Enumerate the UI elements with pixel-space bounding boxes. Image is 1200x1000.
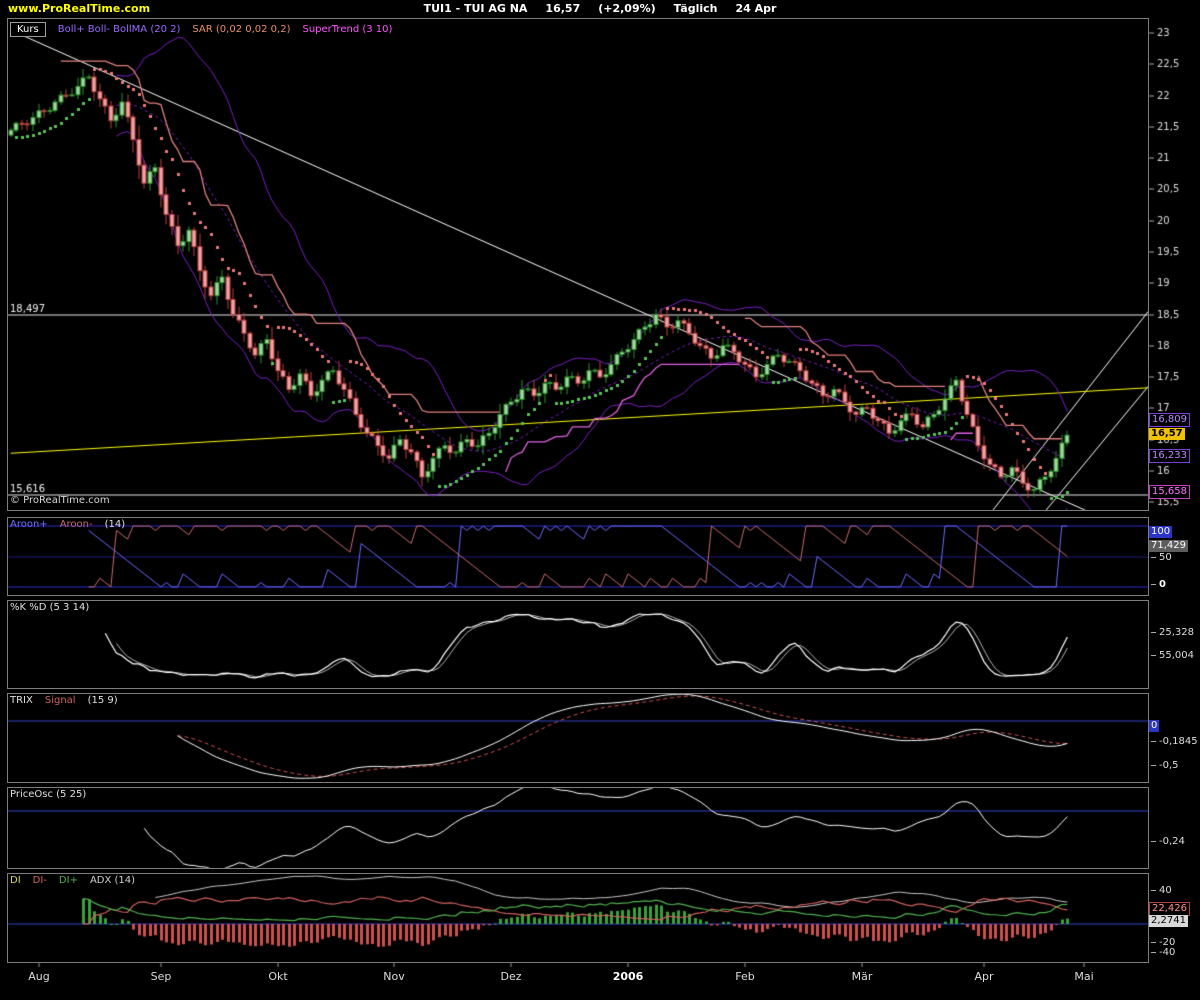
month-label: Aug [28,970,49,983]
prorealtime-chart-window: www.ProRealTime.com TUI1 - TUI AG NA 16,5… [0,0,1200,1000]
axis-tick-label: 25,328 [1149,627,1196,639]
month-label: Sep [151,970,172,983]
month-label: Mär [852,970,873,983]
axis-tick-label: 50 [1149,552,1174,564]
month-label: 2006 [613,970,644,983]
axis-tick-label: -0,24 [1149,836,1187,848]
legend-item[interactable]: (14) [105,519,126,530]
dmi-panel-legend: DI DI- DI+ ADX (14) [10,875,147,886]
axis-tick-label: -0,1845 [1149,736,1200,748]
legend-item[interactable]: %K %D (5 3 14) [10,602,89,613]
priceosc-panel-legend: PriceOsc (5 25) [10,789,98,800]
last-price: 16,57 [545,2,580,15]
axis-tick-label: -0,5 [1149,760,1181,772]
legend-item[interactable]: (15 9) [88,695,118,706]
symbol-name: TUI1 - TUI AG NA [424,2,528,15]
month-label: Feb [735,970,754,983]
axis-value-badge: 0 [1149,720,1159,732]
legend-item[interactable]: DI+ [59,875,78,886]
legend-item[interactable]: Boll+ Boll- BollMA (20 2) [58,24,181,35]
axis-value-badge: 16,809 [1149,413,1190,427]
legend-item[interactable]: DI [10,875,21,886]
last-date: 24 Apr [735,2,776,15]
legend-item[interactable]: Signal [45,695,76,706]
month-label: Mai [1074,970,1093,983]
timeframe-label: Täglich [674,2,718,15]
trix-panel-legend: TRIX Signal (15 9) [10,695,130,706]
month-label: Okt [268,970,287,983]
legend-item[interactable]: SuperTrend (3 10) [303,24,393,35]
axis-value-badge: 22,426 [1149,902,1190,916]
month-label: Apr [974,970,993,983]
axis-value-badge: 15,658 [1149,485,1190,499]
price-change: (+2,09%) [598,2,655,15]
axis-value-badge: 2,2741 [1149,915,1188,927]
stochastic-panel-legend: %K %D (5 3 14) [10,602,101,613]
legend-item[interactable]: SAR (0,02 0,02 0,2) [192,24,290,35]
chart-title: TUI1 - TUI AG NA 16,57 (+2,09%) Täglich 24 A… [415,0,786,17]
legend-item[interactable]: ADX (14) [90,875,135,886]
axis-tick-label: 40 [1149,885,1174,897]
legend-item[interactable]: PriceOsc (5 25) [10,789,86,800]
axis-tick-label: -40 [1149,947,1177,959]
site-link[interactable]: www.ProRealTime.com [8,0,150,17]
axis-value-badge: 100 [1149,526,1172,538]
instrument-selector[interactable]: Kurs [10,22,46,37]
month-label: Nov [383,970,404,983]
aroon-panel-legend: Aroon+ Aroon- (14) [10,519,137,530]
legend-item[interactable]: TRIX [10,695,33,706]
legend-item[interactable]: Aroon+ [10,519,48,530]
top-bar: www.ProRealTime.com TUI1 - TUI AG NA 16,5… [0,0,1200,18]
legend-item[interactable]: Aroon- [60,519,93,530]
axis-tick-label: 0 [1149,579,1168,591]
legend-item[interactable]: DI- [33,875,47,886]
axis-value-badge: 16,233 [1149,449,1190,463]
axis-value-badge: 16,57 [1149,428,1185,440]
price-panel-legend: Kurs Boll+ Boll- BollMA (20 2) SAR (0,02 0… [10,22,404,37]
axis-value-badge: 71,429 [1149,540,1188,552]
month-label: Dez [500,970,521,983]
watermark: © ProRealTime.com [10,495,110,506]
chart-canvas[interactable] [0,0,1200,1000]
axis-tick-label: 55,004 [1149,650,1196,662]
